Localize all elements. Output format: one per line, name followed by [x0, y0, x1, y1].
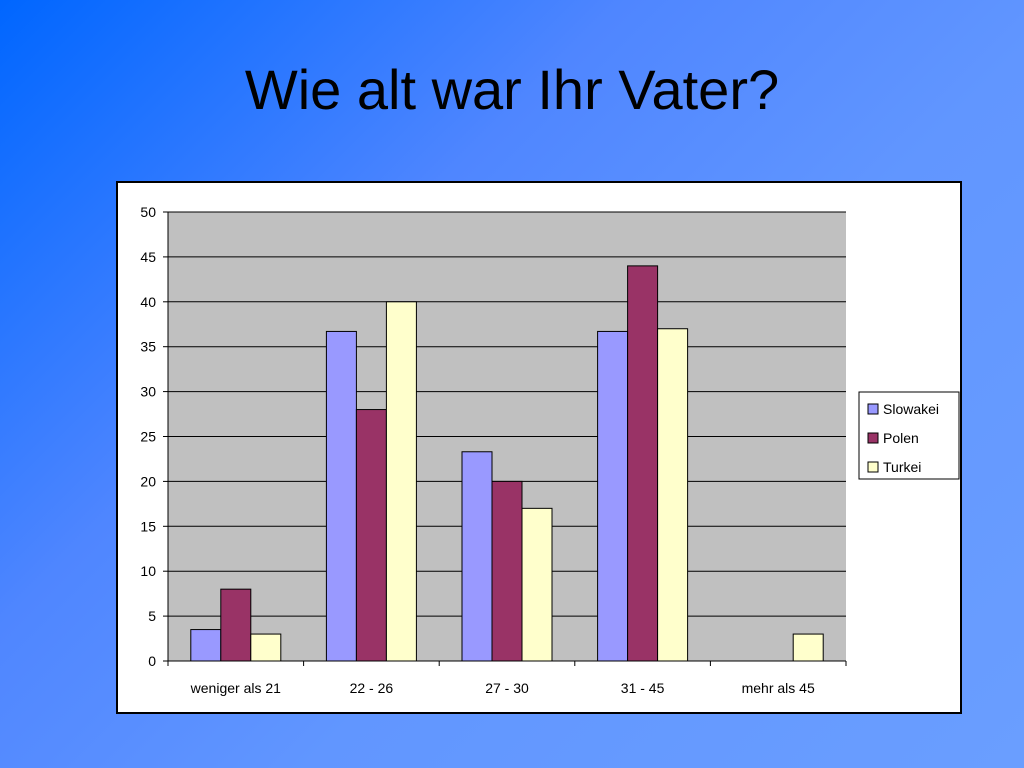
- y-tick-label: 50: [140, 204, 156, 220]
- legend-swatch-polen: [867, 432, 879, 444]
- bar-turkei: [521, 507, 553, 662]
- bar-slowakei: [461, 451, 493, 662]
- bar-turkei: [792, 633, 824, 662]
- bar-polen: [355, 409, 387, 662]
- y-tick-label: 10: [140, 563, 156, 579]
- bar-slowakei: [325, 330, 357, 662]
- y-tick-label: 25: [140, 429, 156, 445]
- y-tick-label: 20: [140, 473, 156, 489]
- x-tick-label: weniger als 21: [190, 680, 281, 696]
- legend-swatch-slowakei: [867, 403, 879, 415]
- bar-turkei: [385, 301, 417, 662]
- bar-turkei: [657, 328, 689, 662]
- y-tick-label: 35: [140, 339, 156, 355]
- x-tick-label: 27 - 30: [485, 680, 529, 696]
- legend-label-slowakei: Slowakei: [883, 401, 939, 417]
- bar-slowakei: [597, 330, 629, 662]
- bar-polen: [491, 480, 523, 662]
- y-tick-label: 0: [148, 653, 156, 669]
- y-tick-label: 40: [140, 294, 156, 310]
- legend-label-polen: Polen: [883, 430, 919, 446]
- bar-polen: [220, 588, 252, 662]
- y-tick-label: 5: [148, 608, 156, 624]
- bar-slowakei: [190, 629, 222, 662]
- slide-title: Wie alt war Ihr Vater?: [244, 58, 780, 121]
- y-tick-label: 30: [140, 384, 156, 400]
- x-tick-label: mehr als 45: [742, 680, 815, 696]
- y-tick-label: 45: [140, 249, 156, 265]
- bar-turkei: [250, 633, 282, 662]
- x-tick-label: 22 - 26: [350, 680, 394, 696]
- y-tick-label: 15: [140, 518, 156, 534]
- bar-polen: [627, 265, 659, 662]
- chart-frame: 0 5 10 15 20 25 30 35 40 45 50 weniger als 21 22 - 2…: [116, 181, 962, 714]
- legend-label-turkei: Turkei: [883, 459, 921, 475]
- x-tick-label: 31 - 45: [621, 680, 665, 696]
- bar-chart: 0 5 10 15 20 25 30 35 40 45 50 weniger als 21 22 - 2…: [140, 204, 960, 696]
- legend-swatch-turkei: [867, 461, 879, 473]
